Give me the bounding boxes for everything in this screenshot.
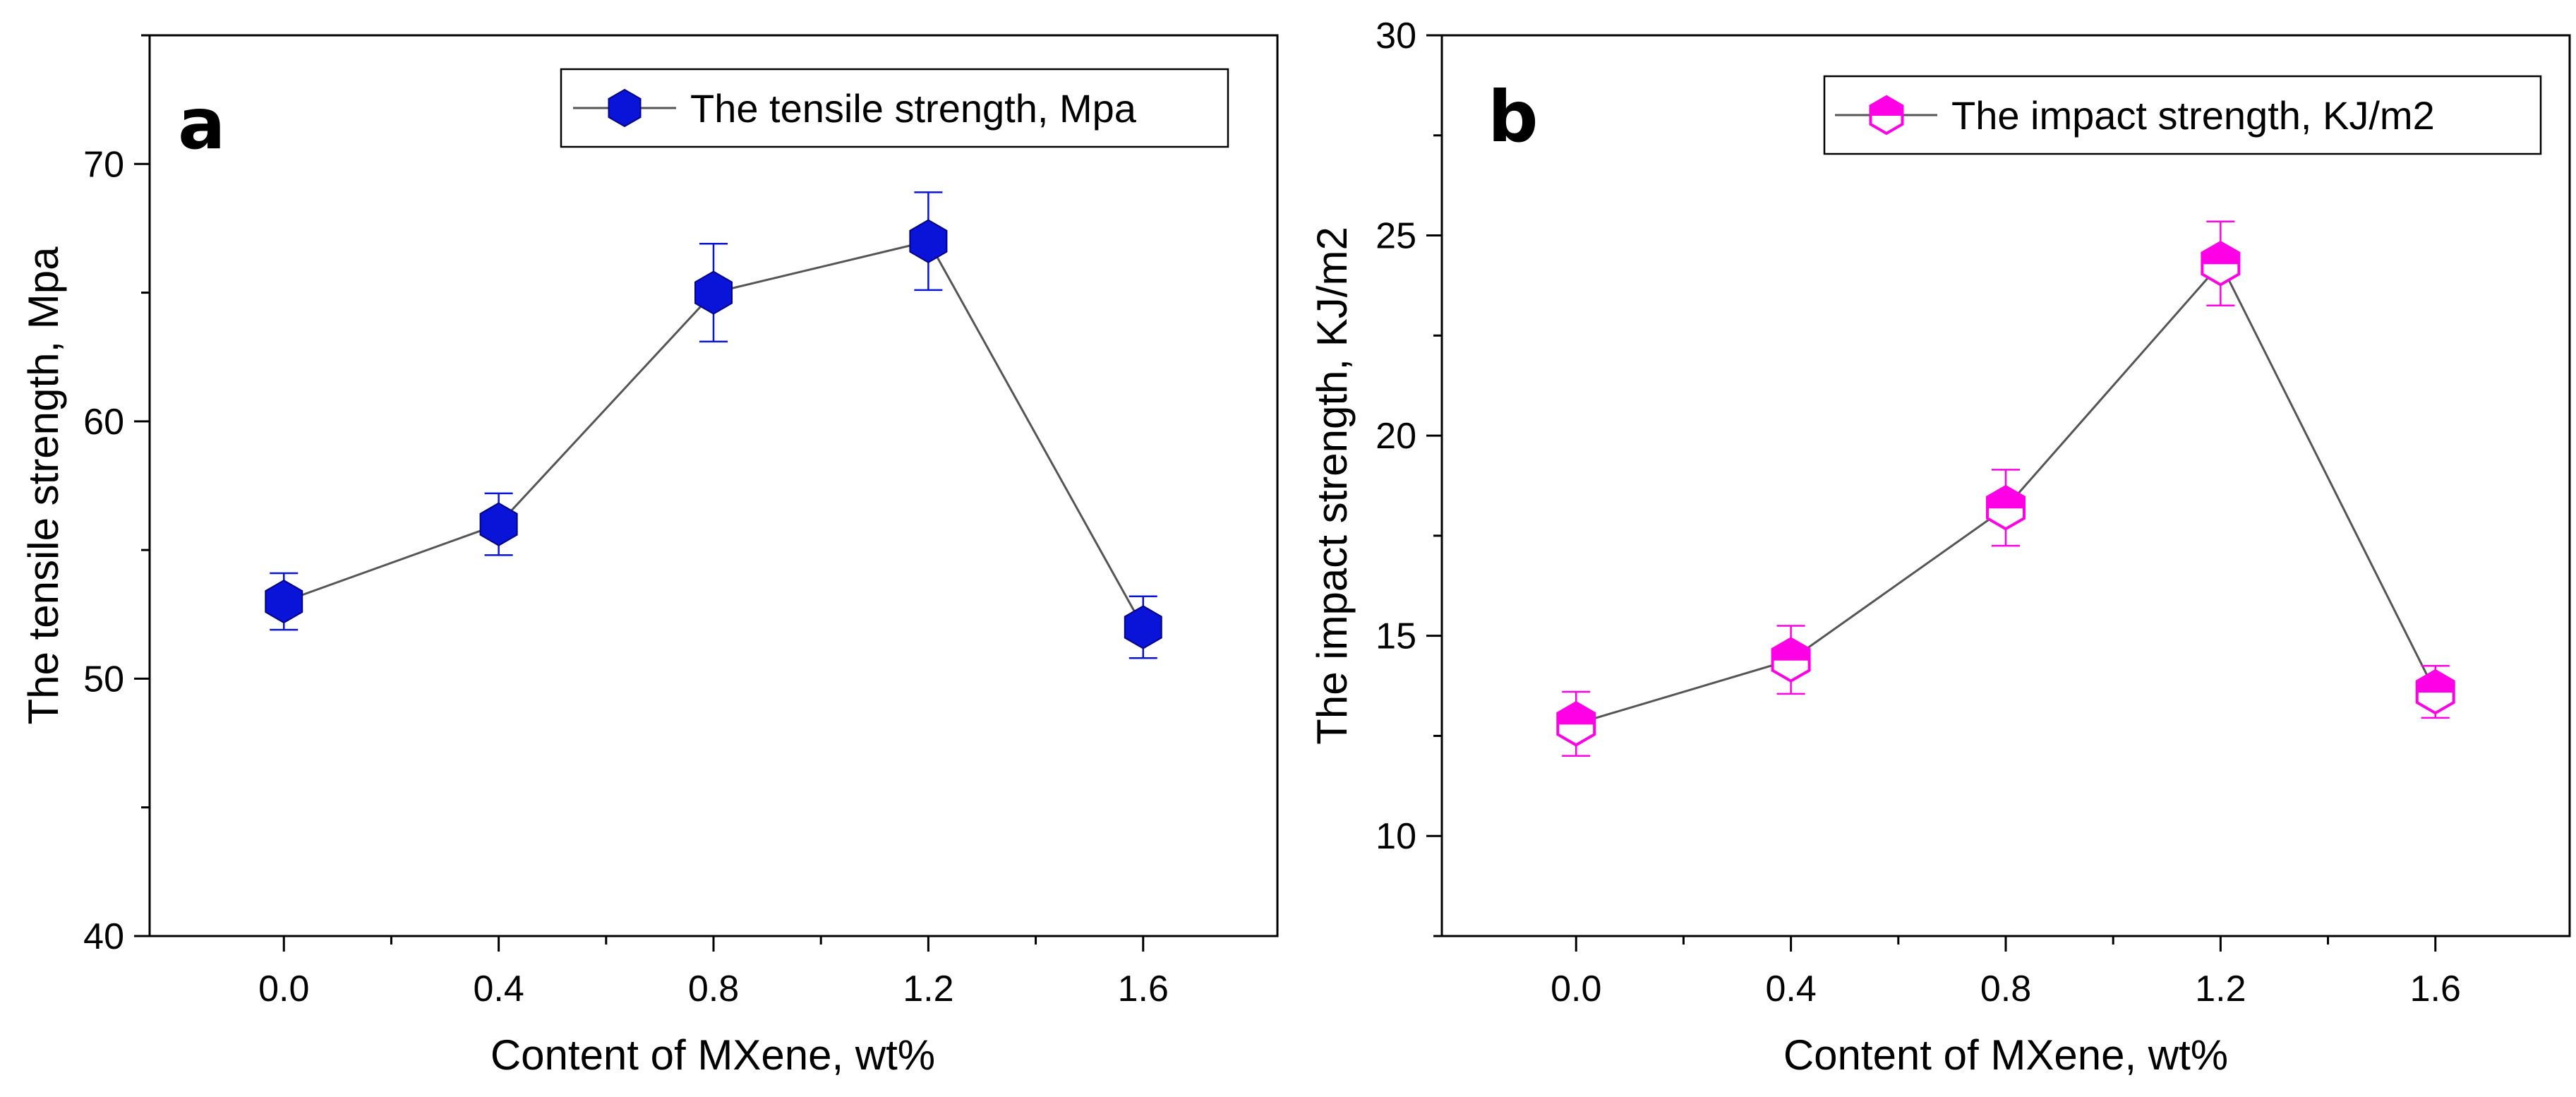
panel-a-data-point (694, 270, 733, 315)
panel-a-data-point (909, 219, 948, 263)
panel-a-x-axis-title: Content of MXene, wt% (490, 1031, 935, 1079)
panel-a-legend: The tensile strength, Mpa (560, 68, 1229, 148)
panel-a-x-tick-label: 0.0 (258, 969, 309, 1009)
panel-a-y-tick-label: 60 (83, 402, 124, 443)
panel-b-x-tick-label: 0.0 (1551, 969, 1601, 1009)
panel-b-impact-strength: 0.0 0.4 0.8 1.2 1.6 10 15 20 25 30 b Content of M… (1308, 16, 2571, 1079)
panel-a-label: a (178, 83, 225, 165)
panel-a-x-tick-label: 0.4 (473, 969, 524, 1009)
panel-b-axes-layer: 0.0 0.4 0.8 1.2 1.6 10 15 20 25 30 (1376, 16, 2461, 1009)
panel-a-axes-layer: 0.0 0.4 0.8 1.2 1.6 40 50 60 70 (83, 34, 1169, 1009)
panel-a-y-tick-label: 40 (83, 916, 124, 957)
panel-b-x-axis-title: Content of MXene, wt% (1783, 1031, 2228, 1079)
panel-b-data-layer (1556, 220, 2455, 757)
panel-b-y-tick-label: 20 (1376, 416, 1416, 457)
panel-b-y-tick-label: 25 (1376, 216, 1416, 257)
panel-a-legend-label: The tensile strength, Mpa (690, 86, 1137, 131)
panel-b-label: b (1488, 76, 1539, 158)
panel-b-legend: The impact strength, KJ/m2 (1823, 75, 2542, 155)
panel-b-y-axis-title: The impact strength, KJ/m2 (1308, 227, 1356, 745)
panel-a-legend-marker (608, 88, 642, 128)
panel-a-y-axis-title: The tensile strength, Mpa (20, 246, 67, 725)
panel-a-y-tick-label: 70 (83, 144, 124, 185)
panel-a-data-point (479, 502, 518, 546)
panel-b-y-tick-label: 15 (1376, 616, 1416, 657)
panel-b-legend-hexagon-icon (1869, 95, 1904, 136)
panel-b-legend-marker (1869, 95, 1904, 136)
panel-a-tensile-strength: 0.0 0.4 0.8 1.2 1.6 40 50 60 70 a Content of MXe… (20, 34, 1279, 1079)
panel-b-data-point (2415, 669, 2455, 715)
panel-b-x-tick-label: 0.4 (1765, 969, 1816, 1009)
panel-b-x-tick-label: 1.2 (2195, 969, 2246, 1009)
panel-b-legend-label: The impact strength, KJ/m2 (1951, 93, 2435, 138)
panel-a-y-tick-label: 50 (83, 659, 124, 700)
panel-a-x-tick-label: 1.2 (903, 969, 953, 1009)
panel-a-x-tick-label: 1.6 (1118, 969, 1169, 1009)
panel-b-x-tick-label: 0.8 (1980, 969, 2031, 1009)
panel-a-legend-hexagon-icon (608, 88, 642, 128)
panel-a-x-tick-label: 0.8 (688, 969, 739, 1009)
panel-a-data-point (1124, 605, 1162, 649)
panel-b-y-tick-label: 30 (1376, 16, 1416, 56)
panel-b-data-point (2201, 240, 2241, 287)
panel-a-data-layer (265, 191, 1162, 659)
panel-b-data-point (1771, 637, 1811, 683)
panel-a-data-point (265, 579, 303, 624)
panel-b-data-point (1986, 484, 2026, 531)
panel-b-y-tick-label: 10 (1376, 816, 1416, 857)
panel-a-plot-area (148, 34, 1279, 937)
panel-b-legend-box (1823, 75, 2542, 155)
panel-b-x-tick-label: 1.6 (2410, 969, 2461, 1009)
panel-b-data-point (1556, 701, 1596, 747)
